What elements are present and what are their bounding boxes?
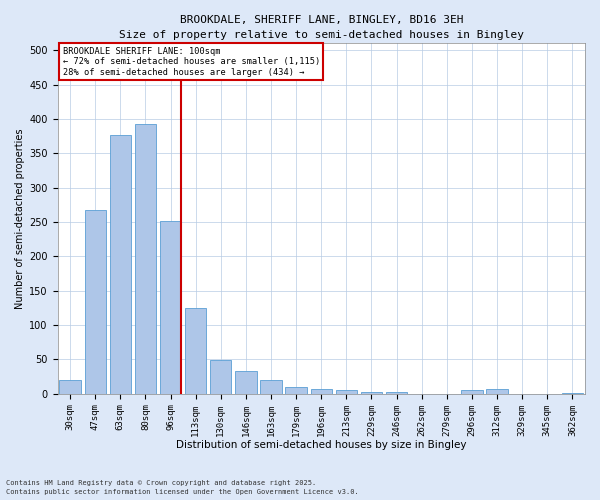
Title: BROOKDALE, SHERIFF LANE, BINGLEY, BD16 3EH
Size of property relative to semi-det: BROOKDALE, SHERIFF LANE, BINGLEY, BD16 3… — [119, 15, 524, 40]
Bar — [311, 389, 332, 394]
Bar — [286, 387, 307, 394]
Bar — [160, 220, 181, 394]
Bar — [361, 392, 382, 394]
Bar — [461, 390, 482, 394]
Bar — [386, 392, 407, 394]
X-axis label: Distribution of semi-detached houses by size in Bingley: Distribution of semi-detached houses by … — [176, 440, 467, 450]
Bar — [59, 380, 81, 394]
Y-axis label: Number of semi-detached properties: Number of semi-detached properties — [15, 128, 25, 309]
Bar — [110, 136, 131, 394]
Text: Contains HM Land Registry data © Crown copyright and database right 2025.
Contai: Contains HM Land Registry data © Crown c… — [6, 480, 359, 495]
Bar — [260, 380, 281, 394]
Bar — [487, 389, 508, 394]
Bar — [210, 360, 232, 394]
Bar — [185, 308, 206, 394]
Bar — [336, 390, 357, 394]
Bar — [135, 124, 156, 394]
Bar — [235, 371, 257, 394]
Bar — [562, 393, 583, 394]
Text: BROOKDALE SHERIFF LANE: 100sqm
← 72% of semi-detached houses are smaller (1,115): BROOKDALE SHERIFF LANE: 100sqm ← 72% of … — [63, 47, 320, 76]
Bar — [85, 210, 106, 394]
